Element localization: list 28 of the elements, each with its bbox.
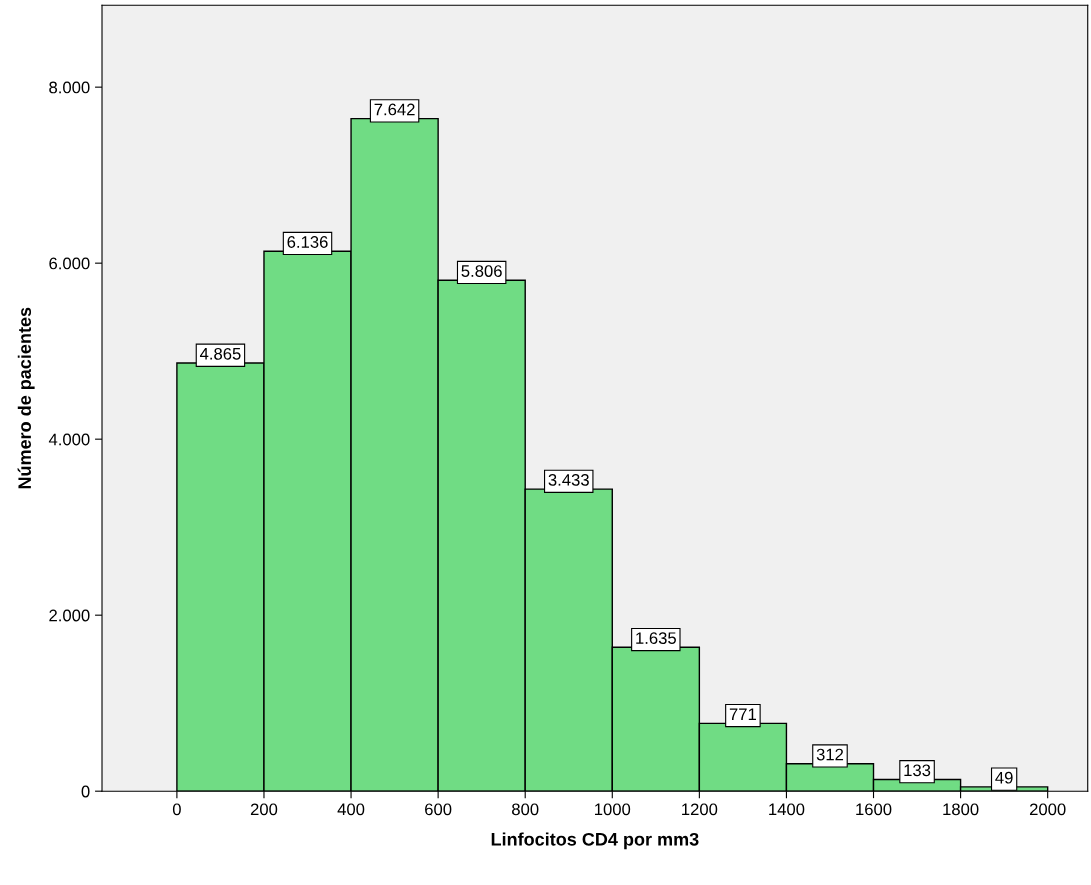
y-axis-title: Número de pacientes	[17, 307, 35, 489]
data-label: 3.433	[548, 473, 589, 486]
y-tick-label: 6.000	[49, 257, 90, 270]
data-label: 4.865	[199, 347, 241, 360]
y-tick-label: 4.000	[48, 433, 90, 446]
x-tick-label: 600	[425, 803, 452, 816]
x-tick-label: 1800	[943, 803, 979, 816]
y-tick-label: 2.000	[49, 609, 90, 622]
data-label: 6.136	[287, 236, 328, 248]
y-tick-label: 0	[81, 785, 90, 798]
data-label: 133	[904, 764, 931, 777]
x-tick-label: 400	[337, 803, 365, 816]
x-tick-label: 1600	[856, 803, 892, 816]
data-label: 771	[729, 708, 756, 720]
x-tick-label: 1000	[595, 803, 631, 816]
data-label: 5.806	[461, 265, 502, 277]
y-tick-label: 8.000	[49, 81, 90, 94]
x-tick-label: 800	[512, 803, 539, 816]
x-tick-label: 1400	[769, 803, 805, 816]
x-tick-label: 0	[172, 803, 181, 816]
x-tick-label: 200	[250, 803, 278, 816]
data-label: 49	[995, 771, 1013, 784]
x-tick-label: 1200	[682, 803, 718, 816]
x-axis-title: Linfocitos CD4 por mm3	[491, 832, 699, 850]
data-label: 312	[816, 748, 844, 761]
data-label: 7.642	[374, 103, 415, 116]
data-label: 1.635	[636, 632, 676, 645]
x-tick-label: 2000	[1029, 803, 1066, 816]
